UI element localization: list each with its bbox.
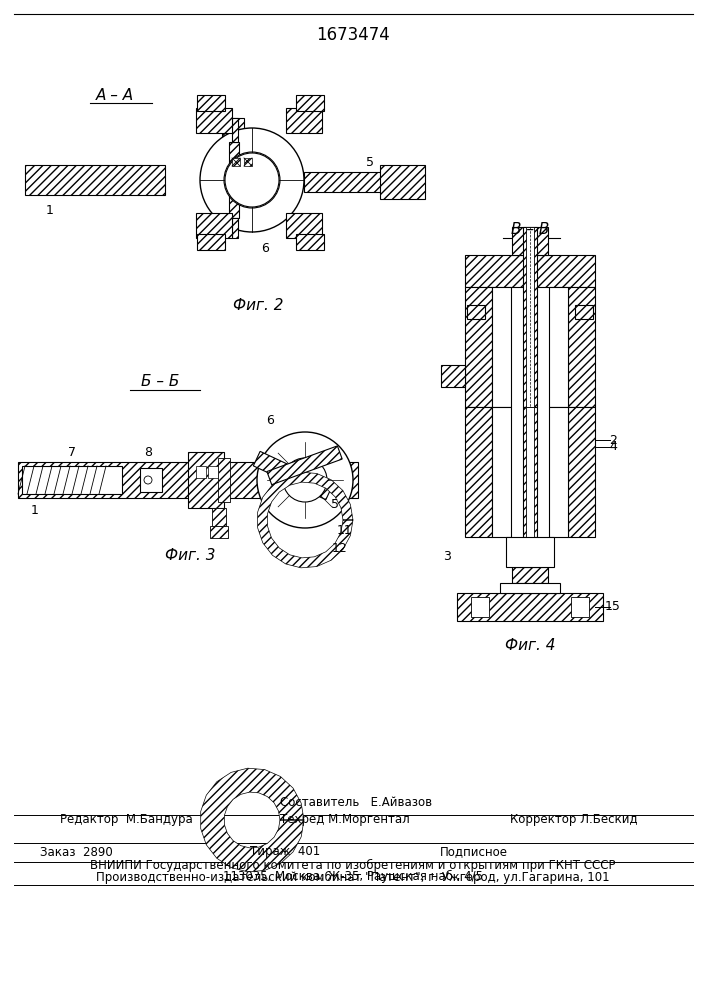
Bar (465, 287, 492, 407)
Bar (492, 287, 511, 407)
Bar (526, 407, 534, 537)
Text: 1673474: 1673474 (316, 26, 390, 44)
Bar (232, 158, 240, 166)
Bar (568, 407, 595, 537)
Bar (18, 462, 358, 498)
Bar (212, 508, 226, 526)
Bar (140, 468, 162, 492)
Text: 1: 1 (31, 504, 39, 516)
Bar (210, 526, 228, 538)
Circle shape (144, 476, 152, 484)
Bar (492, 407, 511, 537)
Text: 5: 5 (366, 156, 374, 169)
Text: Составитель   Е.Айвазов: Составитель Е.Айвазов (280, 796, 432, 810)
Bar (512, 227, 548, 255)
Text: Подписное: Подписное (440, 846, 508, 858)
Bar (196, 213, 232, 238)
Polygon shape (257, 472, 353, 568)
Bar (296, 234, 324, 250)
Circle shape (200, 128, 304, 232)
Text: Фиг. 2: Фиг. 2 (233, 298, 284, 312)
Text: Корректор Л.Бескид: Корректор Л.Бескид (510, 814, 638, 826)
Bar (526, 227, 534, 407)
Bar (549, 407, 568, 537)
Bar (218, 458, 230, 502)
Bar (222, 118, 244, 228)
Text: ВНИИПИ Государственного комитета по изобретениям и открытиям при ГКНТ СССР: ВНИИПИ Государственного комитета по изоб… (90, 858, 616, 872)
Bar (465, 255, 595, 287)
Bar (197, 234, 225, 250)
Bar (523, 227, 537, 407)
Circle shape (225, 153, 279, 207)
Text: 5: 5 (331, 498, 339, 512)
Bar (25, 165, 165, 195)
Bar (229, 142, 239, 218)
Bar (196, 108, 232, 133)
Text: Заказ  2890: Заказ 2890 (40, 846, 112, 858)
Bar (253, 451, 332, 500)
Bar (575, 305, 593, 319)
Bar (380, 165, 425, 199)
Bar (512, 567, 548, 583)
Text: А – А: А – А (96, 88, 134, 103)
Bar (196, 466, 206, 478)
Text: 113035, Москва, Ж-35, Раушская наб., 4/5: 113035, Москва, Ж-35, Раушская наб., 4/5 (223, 869, 483, 883)
Text: 6: 6 (261, 241, 269, 254)
Bar (286, 108, 322, 133)
Bar (441, 365, 465, 387)
Bar (208, 466, 218, 478)
Polygon shape (201, 768, 304, 872)
Text: Б – Б: Б – Б (141, 374, 179, 389)
Bar (523, 407, 537, 537)
Bar (232, 218, 238, 238)
Bar (549, 287, 568, 407)
Text: 7: 7 (68, 446, 76, 458)
Bar (286, 213, 322, 238)
Bar (197, 95, 225, 111)
Text: 12: 12 (332, 542, 348, 554)
Text: 8: 8 (144, 446, 152, 458)
Bar (571, 597, 589, 617)
Text: В – В: В – В (511, 223, 549, 237)
Bar (568, 287, 595, 407)
Bar (188, 452, 224, 508)
Circle shape (257, 432, 353, 528)
Text: 2: 2 (609, 434, 617, 446)
Bar (471, 597, 489, 617)
Bar (465, 407, 492, 537)
Text: Техред М.Моргентал: Техред М.Моргентал (280, 814, 410, 826)
Bar (296, 95, 324, 111)
Bar (500, 583, 560, 593)
Circle shape (224, 152, 280, 208)
Bar (244, 158, 252, 166)
Bar (232, 118, 238, 142)
Text: Тираж  401: Тираж 401 (250, 846, 320, 858)
Text: Редактор  М.Бандура: Редактор М.Бандура (60, 814, 193, 826)
Text: Фиг. 3: Фиг. 3 (165, 548, 215, 562)
Text: 4: 4 (609, 440, 617, 454)
Text: 6: 6 (266, 414, 274, 426)
Bar (267, 446, 342, 485)
Text: 3: 3 (443, 550, 451, 564)
Text: 11: 11 (337, 524, 353, 536)
Text: Фиг. 4: Фиг. 4 (505, 639, 555, 654)
Bar (467, 305, 485, 319)
Text: Производственно-издательский комбинат "Патент", г. Ужгород, ул.Гагарина, 101: Производственно-издательский комбинат "П… (96, 870, 610, 884)
Bar (304, 172, 404, 192)
Circle shape (283, 458, 327, 502)
Text: 15: 15 (605, 600, 621, 613)
Bar (457, 593, 603, 621)
Bar (22, 466, 122, 494)
Text: 1: 1 (46, 204, 54, 217)
Bar (506, 537, 554, 567)
